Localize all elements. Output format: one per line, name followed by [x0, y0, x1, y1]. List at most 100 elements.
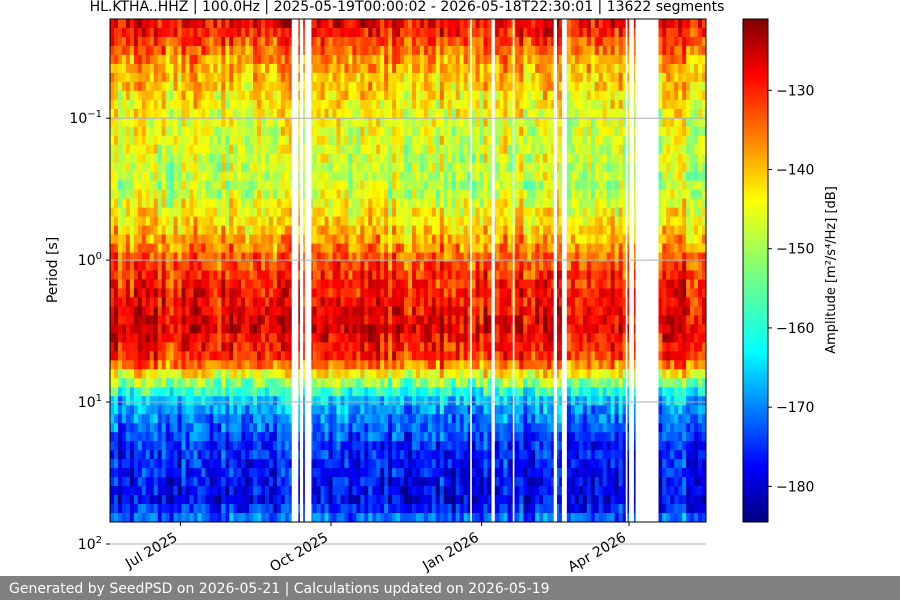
- heatmap-cell: [173, 19, 179, 29]
- heatmap-cell: [225, 324, 230, 334]
- heatmap-cell: [451, 414, 457, 424]
- heatmap-cell: [451, 135, 457, 146]
- heatmap-cell: [161, 171, 167, 182]
- heatmap-cell: [173, 297, 179, 308]
- heatmap-cell: [272, 414, 278, 424]
- heatmap-cell: [221, 90, 226, 101]
- heatmap-cell: [328, 243, 334, 254]
- heatmap-cell: [165, 144, 171, 155]
- heatmap-cell: [364, 477, 369, 487]
- heatmap-cell: [173, 225, 179, 236]
- heatmap-cell: [316, 378, 322, 388]
- heatmap-cell: [217, 72, 222, 83]
- heatmap-cell: [435, 468, 441, 478]
- heatmap-cell: [276, 441, 282, 451]
- heatmap-cell: [312, 279, 318, 290]
- heatmap-cell: [419, 234, 425, 245]
- heatmap-cell: [408, 72, 413, 83]
- heatmap-cell: [411, 108, 417, 119]
- heatmap-cell: [165, 495, 171, 505]
- heatmap-cell: [185, 333, 191, 343]
- heatmap-cell: [320, 288, 326, 299]
- heatmap-cell: [360, 234, 365, 245]
- heatmap-cell: [280, 54, 286, 65]
- heatmap-cell: [125, 405, 131, 415]
- heatmap-cell: [201, 135, 206, 146]
- heatmap-cell: [384, 504, 389, 514]
- heatmap-cell: [443, 144, 449, 155]
- heatmap-cell: [356, 153, 361, 164]
- heatmap-cell: [408, 180, 413, 191]
- heatmap-cell: [221, 414, 226, 424]
- heatmap-cell: [125, 135, 131, 146]
- heatmap-cell: [340, 171, 346, 182]
- heatmap-cell: [241, 324, 246, 334]
- heatmap-cell: [332, 396, 338, 406]
- heatmap-cell: [264, 486, 270, 496]
- heatmap-cell: [253, 54, 258, 65]
- heatmap-cell: [455, 387, 461, 397]
- heatmap-cell: [173, 144, 179, 155]
- heatmap-cell: [137, 90, 143, 101]
- heatmap-cell: [451, 180, 457, 191]
- heatmap-cell: [368, 360, 373, 370]
- heatmap-cell: [272, 45, 278, 56]
- heatmap-cell: [364, 63, 369, 74]
- heatmap-cell: [340, 216, 346, 227]
- heatmap-cell: [344, 234, 349, 245]
- heatmap-cell: [209, 72, 214, 83]
- heatmap-cell: [288, 513, 294, 522]
- heatmap-cell: [451, 19, 457, 29]
- heatmap-cell: [316, 351, 322, 361]
- heatmap-cell: [165, 297, 171, 308]
- heatmap-cell: [340, 279, 346, 290]
- heatmap-cell: [336, 99, 342, 110]
- heatmap-cell: [137, 414, 143, 424]
- heatmap-cell: [336, 144, 342, 155]
- heatmap-cell: [110, 207, 115, 218]
- heatmap-cell: [260, 288, 266, 299]
- heatmap-cell: [205, 81, 210, 92]
- heatmap-cell: [352, 225, 357, 236]
- heatmap-cell: [229, 459, 234, 469]
- heatmap-cell: [237, 513, 242, 522]
- heatmap-cell: [411, 279, 417, 290]
- heatmap-cell: [380, 315, 385, 325]
- heatmap-cell: [181, 135, 187, 146]
- heatmap-cell: [157, 126, 163, 137]
- heatmap-cell: [197, 117, 202, 128]
- heatmap-cell: [189, 387, 195, 397]
- heatmap-cell: [169, 432, 175, 442]
- heatmap-cell: [110, 153, 115, 164]
- heatmap-cell: [245, 36, 250, 47]
- heatmap-cell: [435, 54, 441, 65]
- heatmap-cell: [153, 153, 159, 164]
- heatmap-cell: [133, 342, 139, 352]
- heatmap-cell: [253, 504, 258, 514]
- heatmap-cell: [443, 414, 449, 424]
- heatmap-cell: [364, 396, 369, 406]
- heatmap-cell: [268, 36, 274, 47]
- heatmap-cell: [264, 45, 270, 56]
- heatmap-cell: [455, 90, 461, 101]
- heatmap-cell: [372, 441, 377, 451]
- heatmap-cell: [189, 324, 195, 334]
- heatmap-cell: [388, 225, 393, 236]
- heatmap-cell: [364, 387, 369, 397]
- heatmap-cell: [217, 450, 222, 460]
- heatmap-cell: [257, 99, 262, 110]
- heatmap-cell: [435, 117, 441, 128]
- heatmap-cell: [284, 234, 290, 245]
- heatmap-cell: [197, 108, 202, 119]
- heatmap-cell: [427, 477, 433, 487]
- heatmap-cell: [189, 297, 195, 308]
- heatmap-cell: [332, 432, 338, 442]
- heatmap-cell: [141, 306, 147, 317]
- heatmap-cell: [316, 405, 322, 415]
- heatmap-cell: [316, 477, 322, 487]
- heatmap-cell: [189, 135, 195, 146]
- heatmap-cell: [400, 261, 405, 272]
- heatmap-cell: [423, 81, 429, 92]
- heatmap-cell: [400, 252, 405, 263]
- heatmap-cell: [404, 360, 409, 370]
